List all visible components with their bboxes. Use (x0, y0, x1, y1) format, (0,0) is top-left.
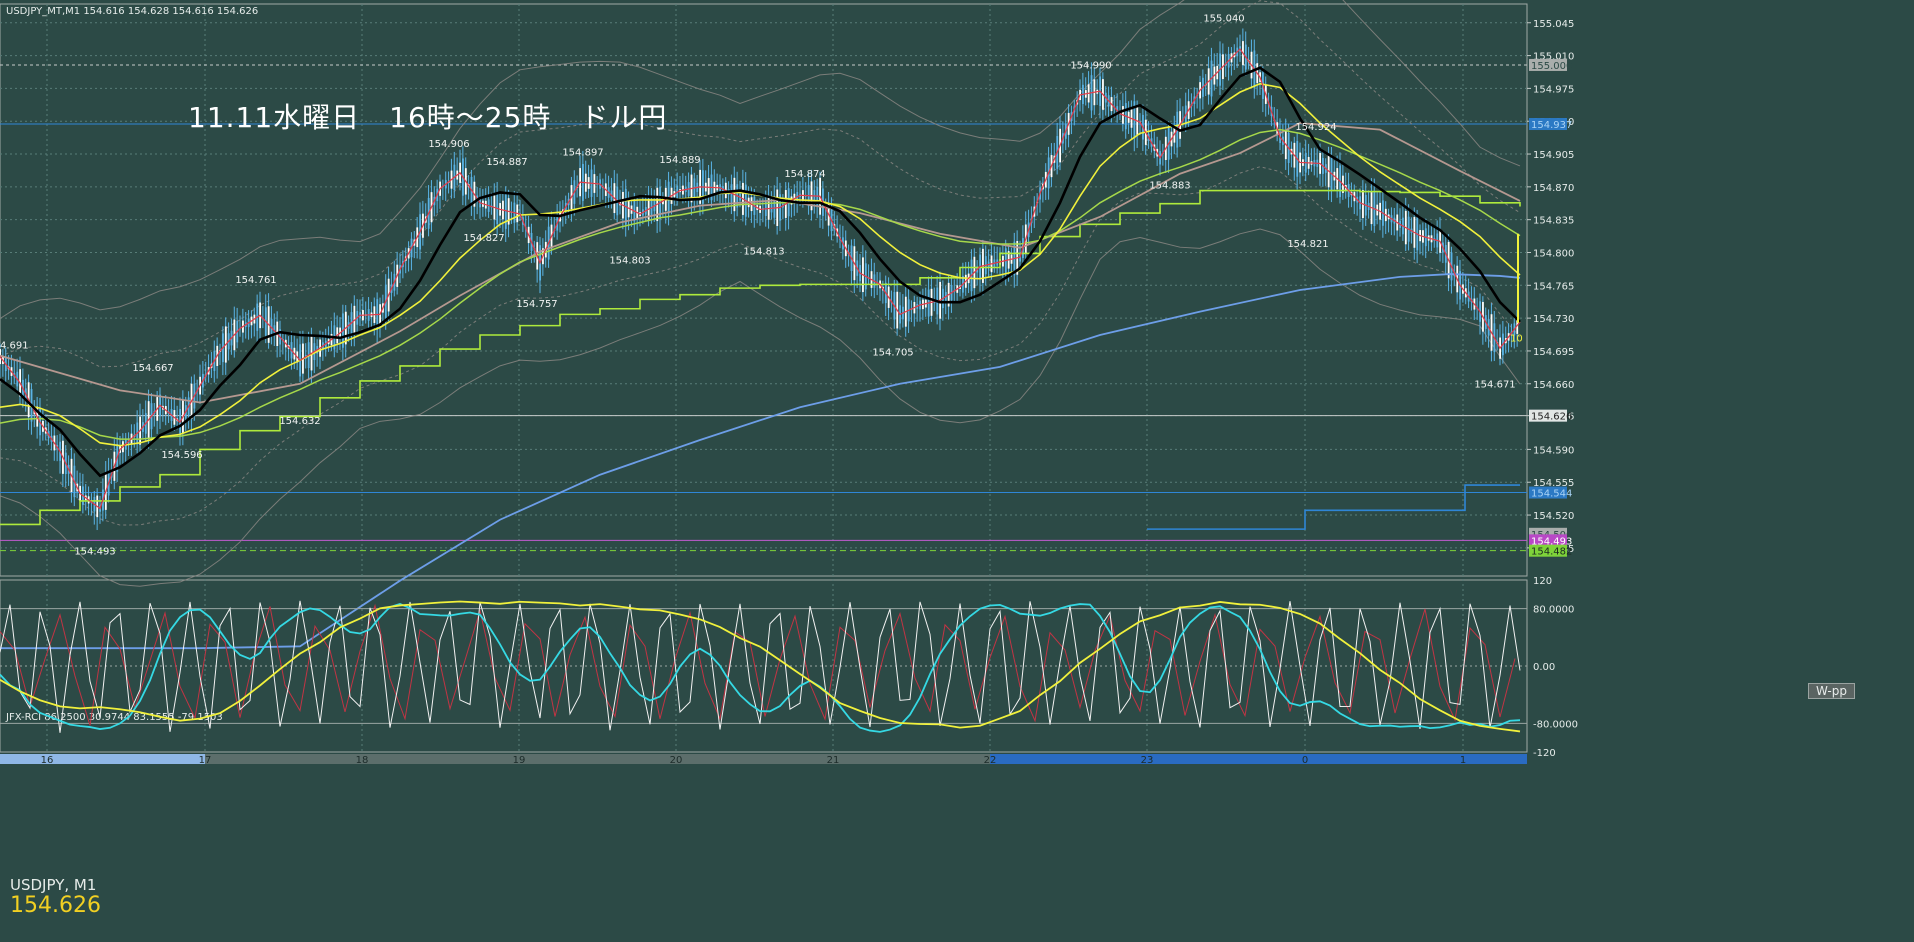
price-axis-label: 154.555 (1533, 478, 1574, 489)
time-axis-bar (0, 754, 1527, 764)
rci-axis-label: 0.00 (1533, 662, 1555, 673)
price-axis-label: 154.870 (1533, 183, 1574, 194)
price-axis: 155.045155.010154.975154.940154.905154.8… (1527, 19, 1574, 558)
price-tag-bg (1529, 118, 1567, 131)
band-lower-1 (0, 166, 1521, 526)
last-bar-label: 10 (1510, 334, 1523, 345)
time-axis: 16 17 18 19 20 21 22 23 0 1 (0, 754, 1527, 766)
main-panel-info: USDJPY_MT,M1 154.616 154.628 154.616 154… (6, 6, 258, 17)
rci-axis-label: 120 (1533, 576, 1552, 587)
wpp-label[interactable]: W-pp (1808, 683, 1855, 699)
peak-label: 154.596 (161, 450, 202, 461)
price-axis-label: 154.765 (1533, 281, 1574, 292)
rci-axis-label: -80.0000 (1533, 719, 1578, 730)
peak-label: 154.897 (562, 148, 603, 159)
price-tag-bg (1529, 486, 1567, 499)
rci-series-rci-short (0, 600, 1521, 733)
time-axis-label: 18 (356, 755, 369, 766)
peak-label: 154.705 (872, 348, 913, 359)
symbol-box: USDJPY, M1 154.626 (10, 876, 101, 918)
peak-label: 154.883 (1149, 181, 1190, 192)
rci-series-rci-red (0, 603, 1516, 726)
time-axis-label: 16 (41, 755, 54, 766)
band-upper-2 (0, 0, 1521, 320)
peak-label: 154.493 (74, 546, 115, 557)
price-axis-label: 154.905 (1533, 150, 1574, 161)
peak-label: 154.889 (659, 155, 700, 166)
band-upper-1 (0, 0, 1521, 368)
time-axis-label: 0 (1302, 755, 1308, 766)
peak-label: 154.667 (132, 363, 173, 374)
peak-label: 154.827 (463, 233, 504, 244)
time-axis-label: 22 (984, 755, 997, 766)
peak-label: 154.887 (486, 157, 527, 168)
price-axis-label: 154.660 (1533, 380, 1574, 391)
chart-annotation: 11.11水曜日 16時～25時 ドル円 (188, 101, 668, 134)
peak-label: 154.821 (1287, 239, 1328, 250)
price-tag-label: 154.626 (1531, 412, 1572, 423)
price-tag-label: 154.544 (1531, 489, 1572, 500)
peak-label: 4.691 (0, 341, 29, 352)
rci-axis-label: -120 (1533, 748, 1556, 759)
stair-line-green (0, 189, 1521, 526)
price-axis-label: 154.730 (1533, 314, 1574, 325)
symbol-price: 154.626 (10, 893, 101, 918)
peak-label: 154.813 (743, 246, 784, 257)
time-axis-highlight-left (0, 754, 205, 764)
price-tag-label: 154.937 (1531, 120, 1572, 131)
peak-label: 154.990 (1070, 60, 1111, 71)
price-axis-label: 154.800 (1533, 248, 1574, 259)
time-axis-label: 23 (1141, 755, 1154, 766)
series-line-close (0, 48, 1521, 510)
price-axis-label: 155.045 (1533, 19, 1574, 30)
price-axis-label: 154.835 (1533, 216, 1574, 227)
stair-line-blue (1147, 484, 1520, 530)
peak-label: 154.906 (428, 139, 469, 150)
peak-label: 154.924 (1295, 122, 1336, 133)
price-axis-label: 154.695 (1533, 347, 1574, 358)
time-axis-label: 1 (1460, 755, 1466, 766)
rci-axis-label: 80.0000 (1533, 605, 1574, 616)
peak-label: 154.671 (1474, 379, 1515, 390)
price-tag-label: 155.000 (1531, 61, 1572, 72)
series-line-ma-blue (0, 273, 1521, 650)
band-lower-2 (0, 228, 1521, 587)
rci-series-rci-middle (0, 603, 1521, 733)
time-axis-label: 21 (827, 755, 840, 766)
peak-labels: 4.691 154.493 154.667 154.596 154.761 154.632… (0, 13, 1516, 557)
price-panel-frame (0, 3, 1528, 577)
price-tag-bg (1529, 58, 1567, 71)
peak-label: 154.761 (235, 275, 276, 286)
price-tag-bg (1529, 544, 1567, 557)
series-line-kumo (0, 122, 1521, 404)
peak-label: 154.632 (279, 416, 320, 427)
series-line-ma-black (0, 66, 1521, 478)
time-axis-label: 19 (513, 755, 526, 766)
peak-label: 154.757 (516, 299, 557, 310)
rci-panel-info: JFX-RCI 86.2500 30.9744 83.1555 -79.1503 (5, 712, 223, 723)
price-axis-label: 154.590 (1533, 445, 1574, 456)
rci-panel: 120 80.0000 0.00 -80.0000 -120 (0, 576, 1578, 759)
peak-label: 154.874 (784, 169, 825, 180)
series-line-ma-green (0, 128, 1521, 440)
symbol-name: USDJPY, M1 (10, 876, 97, 894)
price-tag-label: 154.493 (1531, 536, 1572, 547)
time-axis-label: 17 (199, 755, 212, 766)
time-axis-highlight-right (990, 754, 1527, 764)
price-tag-label: 154.482 (1531, 547, 1572, 558)
price-axis-label: 154.520 (1533, 511, 1574, 522)
peak-label: 155.040 (1203, 13, 1244, 24)
time-axis-label: 20 (670, 755, 683, 766)
price-axis-label: 155.010 (1533, 52, 1574, 63)
price-axis-label: 154.975 (1533, 84, 1574, 95)
peak-label: 154.803 (609, 256, 650, 267)
price-tag-bg (1529, 534, 1567, 547)
price-tag-bg (1529, 409, 1567, 422)
rci-series-rci-long (0, 600, 1521, 733)
